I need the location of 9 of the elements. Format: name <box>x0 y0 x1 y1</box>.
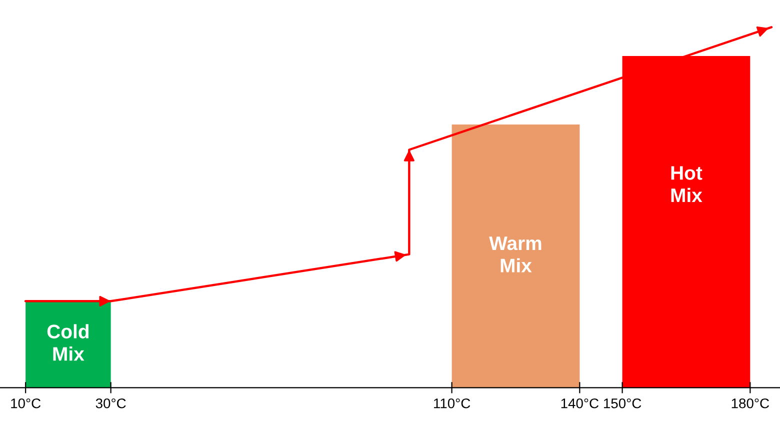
annotation: Hot Mix <box>671 166 702 202</box>
x-tick-label: 30°C <box>96 398 126 408</box>
annotation: Warm Mix <box>489 236 542 272</box>
x-tick-label: 10°C <box>11 398 41 408</box>
x-tick-label: 140°C <box>561 398 599 408</box>
x-tick-label: 110°C <box>434 398 470 408</box>
x-tick-label: 150°C <box>604 398 642 408</box>
annotation: Cold Mix <box>47 324 89 361</box>
x-tick-label: 180°C <box>732 398 770 408</box>
